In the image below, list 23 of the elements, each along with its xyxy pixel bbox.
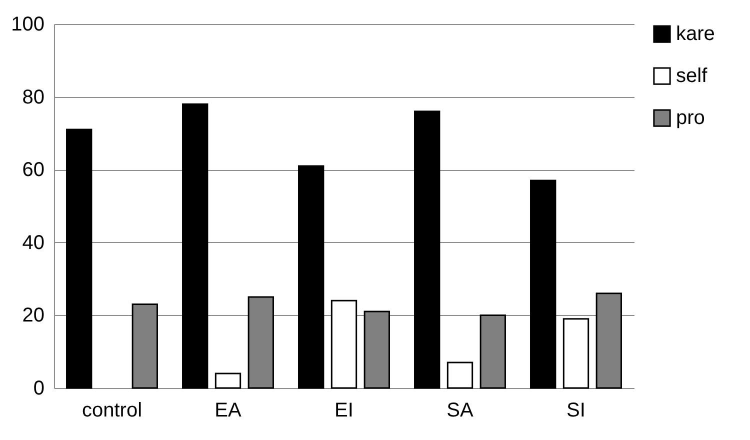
legend-label: pro	[676, 107, 705, 129]
legend-label: self	[676, 65, 708, 87]
y-tick-label: 80	[22, 86, 44, 108]
y-tick-label: 60	[22, 159, 44, 182]
bar	[562, 318, 590, 389]
y-tick-label: 20	[22, 304, 44, 327]
bar	[330, 300, 358, 389]
bar	[66, 128, 92, 389]
x-tick-label: control	[82, 400, 142, 422]
bar	[214, 372, 242, 389]
bar	[298, 165, 324, 389]
x-tick-label: SA	[446, 400, 474, 422]
bar	[182, 103, 208, 389]
bar	[530, 180, 556, 389]
legend-label: kare	[676, 23, 715, 45]
x-tick-label: SI	[566, 400, 586, 422]
y-tick-label: 100	[11, 14, 44, 36]
y-tick-label: 40	[22, 232, 44, 254]
bar	[414, 110, 440, 389]
bar	[446, 362, 474, 389]
y-tick-label: 0	[33, 378, 44, 400]
x-tick-label: EA	[214, 400, 242, 422]
x-tick-label: EI	[334, 400, 354, 422]
